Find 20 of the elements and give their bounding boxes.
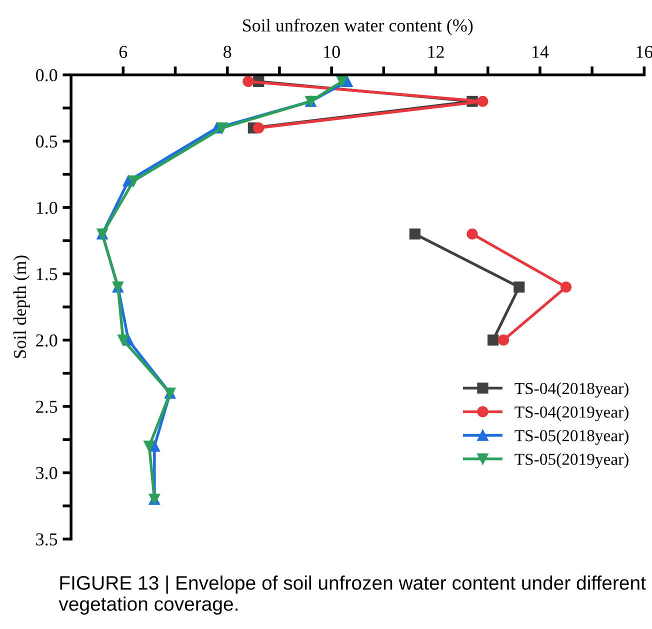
x-axis-title: Soil unfrozen water content (%): [243, 18, 473, 36]
legend-label: TS-05(2018year): [514, 430, 628, 445]
caption: FIGURE 13 | Envelope of soil unfrozen water content under different vegetation coverage.: [58, 576, 646, 615]
x-tick-label: 10: [324, 46, 340, 58]
y-tick-label: 3.0: [36, 466, 58, 480]
legend-label: TS-04(2019year): [514, 406, 628, 422]
y-tick-label: 0.5: [36, 135, 58, 148]
legend-label: TS-04(2018year): [514, 382, 628, 398]
x-tick-label: 14: [532, 46, 549, 58]
y-tick-label: 1.5: [36, 268, 58, 280]
y-axis-title: Soil depth (m): [13, 256, 30, 358]
y-tick-label: 2.5: [36, 400, 58, 413]
x-tick-label: 6: [119, 46, 128, 58]
legend-label: TS-05(2019year): [514, 453, 628, 468]
x-tick-label: 8: [224, 46, 232, 58]
y-tick-label: 0.0: [36, 69, 58, 82]
x-tick-label: 12: [428, 46, 444, 58]
y-tick-label: 1.0: [36, 202, 58, 214]
y-tick-label: 3.5: [36, 533, 58, 546]
y-tick-label: 2.0: [36, 334, 58, 347]
